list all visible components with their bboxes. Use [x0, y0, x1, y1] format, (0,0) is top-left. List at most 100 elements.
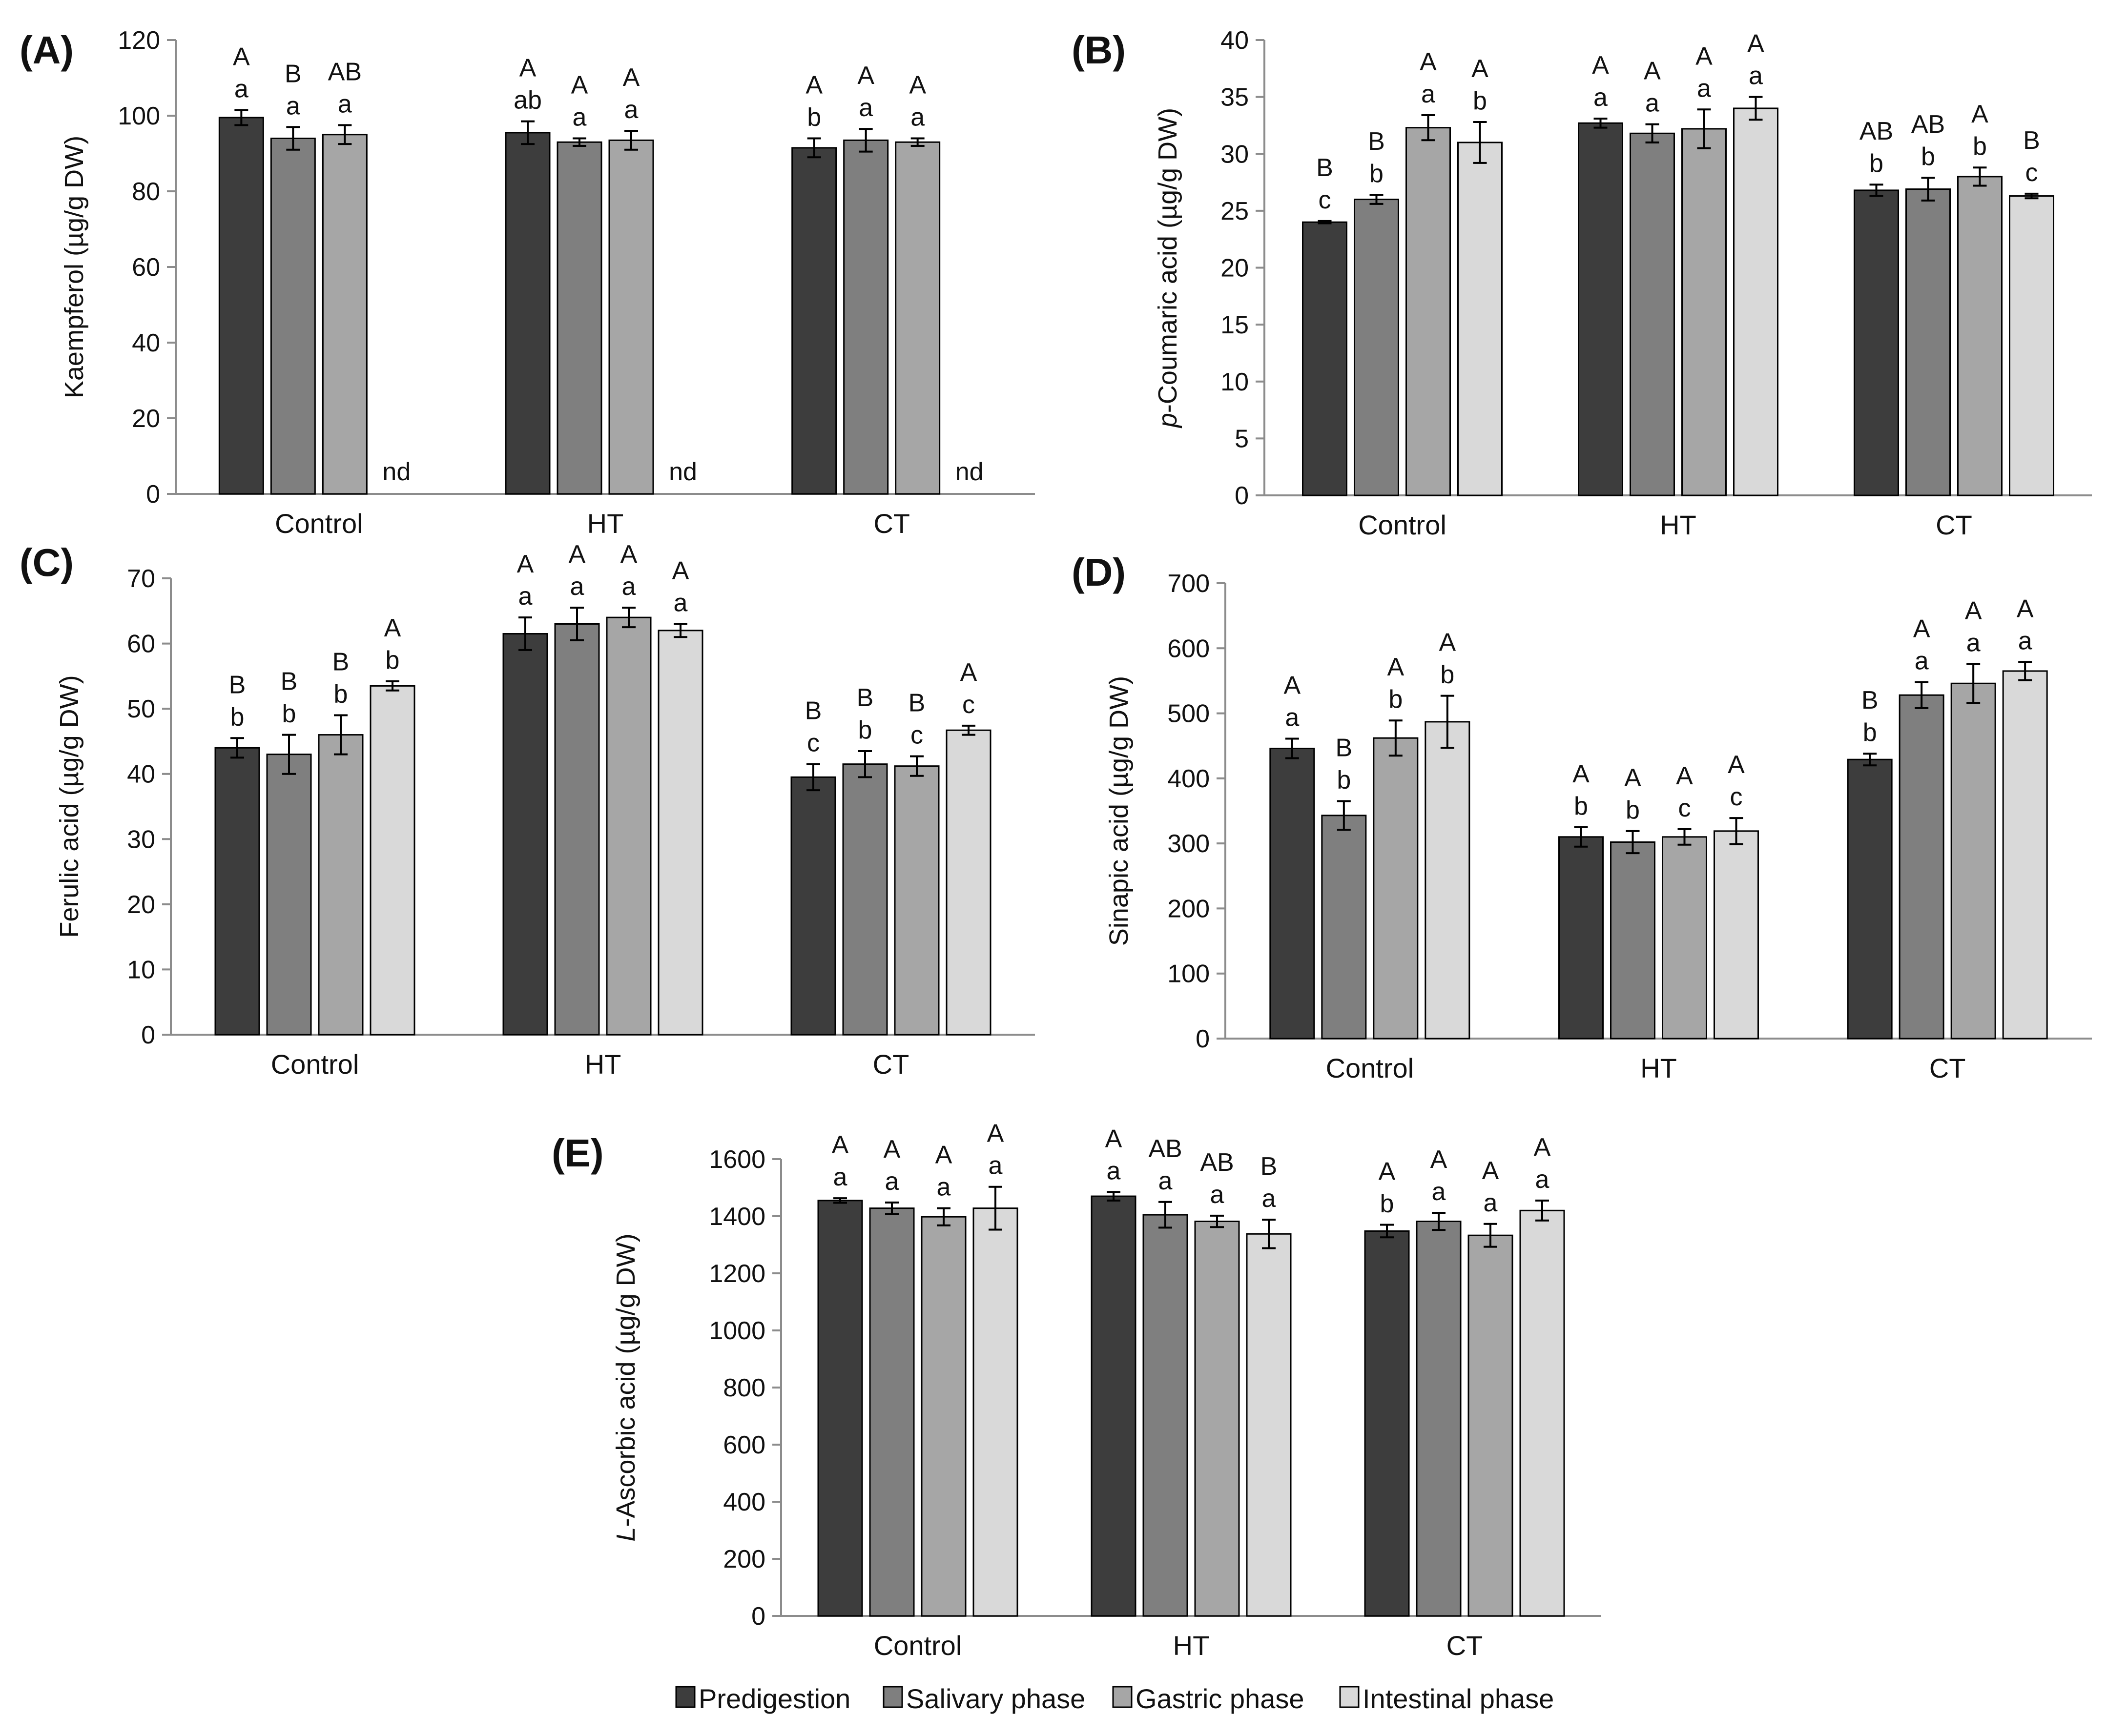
bar: [606, 616, 652, 1036]
legend-swatch: [675, 1686, 696, 1708]
bar: [554, 623, 600, 1036]
significance-lower: c: [1678, 794, 1691, 822]
significance-upper: A: [1728, 751, 1745, 779]
significance-upper: B: [805, 697, 822, 725]
significance-lower: b: [1863, 718, 1877, 747]
significance-upper: B: [1335, 734, 1352, 762]
significance-lower: a: [518, 582, 533, 611]
significance-lower: a: [1535, 1165, 1549, 1194]
y-tick-label: 15: [1220, 311, 1249, 339]
significance-upper: B: [1861, 686, 1879, 715]
significance-lower: b: [1574, 792, 1588, 820]
significance-lower: a: [1697, 74, 1711, 102]
bar: [557, 141, 602, 495]
bar: [790, 776, 836, 1036]
y-tick-label: 300: [1167, 830, 1210, 858]
significance-lower: b: [1388, 685, 1403, 714]
significance-upper: A: [1471, 55, 1488, 83]
bar: [370, 685, 415, 1036]
significance-lower: b: [1380, 1190, 1394, 1218]
significance-lower: a: [1432, 1178, 1446, 1206]
y-tick-label: 800: [723, 1374, 765, 1402]
y-tick-label: 400: [1167, 765, 1210, 793]
significance-upper: A: [1592, 51, 1609, 80]
significance-upper: A: [806, 71, 823, 100]
significance-lower: a: [286, 92, 300, 120]
significance-upper: AB: [1859, 117, 1893, 145]
significance-upper: A: [384, 614, 401, 642]
significance-upper: A: [569, 540, 586, 569]
significance-upper: A: [672, 557, 689, 585]
panel-d: (D) 0 100 200 300 400 500 600 700 Sinapic acid (µ…: [1072, 551, 2092, 1083]
y-tick-label: 1000: [709, 1317, 765, 1345]
x-tick-label: HT: [1640, 1053, 1677, 1083]
bar: [1405, 127, 1451, 496]
significance-lower: a: [1484, 1189, 1498, 1217]
y-tick-label: 100: [118, 102, 160, 130]
y-tick-label: 200: [1167, 895, 1210, 923]
bar: [1142, 1214, 1188, 1617]
y-tick-label: 10: [1220, 368, 1249, 396]
y-tick-label: 40: [1220, 26, 1249, 55]
significance-upper: A: [1644, 57, 1661, 85]
bar: [1854, 189, 1899, 496]
significance-upper: B: [1316, 154, 1333, 182]
bar: [1662, 836, 1707, 1040]
bar: [972, 1207, 1018, 1617]
panel-letter: (B): [1072, 28, 1126, 72]
significance-upper: A: [571, 71, 588, 100]
significance-lower: a: [885, 1167, 899, 1196]
significance-lower: b: [1337, 766, 1351, 795]
significance-lower: a: [1107, 1157, 1121, 1185]
significance-upper: A: [1534, 1133, 1551, 1162]
bar: [1578, 122, 1623, 496]
significance-upper: A: [1965, 596, 1982, 625]
x-tick-label: HT: [587, 508, 624, 539]
significance-lower: a: [674, 589, 688, 617]
significance-upper: A: [233, 42, 250, 71]
bar: [869, 1207, 915, 1617]
significance-lower: a: [624, 96, 639, 124]
significance-lower: c: [962, 691, 975, 719]
bar: [1246, 1233, 1292, 1617]
legend-swatch: [883, 1686, 903, 1708]
significance-lower: b: [858, 716, 872, 744]
significance-lower: a: [570, 572, 584, 601]
significance-upper: AB: [1148, 1135, 1182, 1163]
significance-upper: A: [1624, 764, 1641, 792]
y-axis-label: p-Coumaric acid (µg/g DW): [1153, 108, 1182, 429]
y-tick-label: 600: [1167, 634, 1210, 663]
y-tick-label: 20: [1220, 254, 1249, 283]
missing-data-label: nd: [955, 458, 984, 486]
bar: [1416, 1221, 1462, 1617]
significance-lower: a: [1421, 80, 1435, 108]
bar: [1957, 176, 2003, 496]
y-tick-label: 50: [127, 695, 155, 723]
x-tick-label: CT: [873, 508, 910, 539]
bar: [842, 763, 888, 1036]
significance-lower: c: [807, 729, 820, 757]
significance-upper: AB: [328, 58, 362, 86]
bar: [946, 729, 992, 1036]
bar: [1714, 830, 1759, 1040]
y-tick-label: 5: [1235, 425, 1249, 453]
significance-lower: b: [282, 700, 296, 728]
bar: [218, 117, 264, 495]
significance-upper: A: [1913, 615, 1930, 643]
significance-upper: A: [1482, 1157, 1499, 1185]
significance-lower: a: [1262, 1185, 1276, 1213]
bar: [322, 134, 368, 495]
significance-upper: AB: [1911, 110, 1945, 139]
legend: Predigestion Salivary phase Gastric phase I…: [675, 1683, 1554, 1714]
x-tick-label: Control: [1358, 510, 1446, 540]
x-tick-label: Control: [275, 508, 363, 539]
bar: [1558, 836, 1604, 1040]
y-axis-label: Ferulic acid (µg/g DW): [55, 675, 84, 938]
significance-lower: a: [2018, 627, 2032, 655]
significance-upper: B: [281, 668, 298, 696]
significance-lower: b: [1473, 87, 1487, 115]
bar: [894, 765, 940, 1036]
y-tick-label: 1400: [709, 1203, 765, 1231]
y-axis-label: L-Ascorbic acid (µg/g DW): [611, 1233, 640, 1541]
